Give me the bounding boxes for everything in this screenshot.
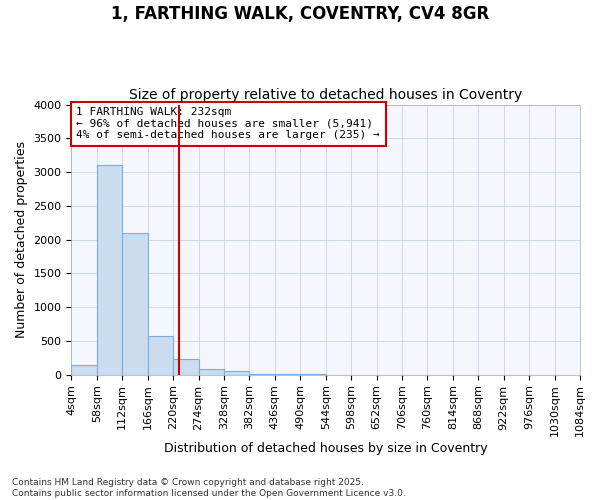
Bar (148, 336, 173, 374)
Text: 1 FARTHING WALK: 232sqm
← 96% of detached houses are smaller (5,941)
4% of semi-: 1 FARTHING WALK: 232sqm ← 96% of detache… (76, 108, 380, 140)
X-axis label: Distribution of detached houses by size in Coventry: Distribution of detached houses by size … (164, 442, 488, 455)
Bar (97, 166, 122, 374)
Bar (224, 372, 250, 374)
Bar (173, 359, 199, 374)
Bar (71, 364, 97, 374)
Title: Size of property relative to detached houses in Coventry: Size of property relative to detached ho… (129, 88, 523, 102)
Bar (122, 233, 148, 374)
Text: Contains HM Land Registry data © Crown copyright and database right 2025.
Contai: Contains HM Land Registry data © Crown c… (12, 478, 406, 498)
Text: 1, FARTHING WALK, COVENTRY, CV4 8GR: 1, FARTHING WALK, COVENTRY, CV4 8GR (111, 5, 489, 23)
Bar (199, 370, 224, 374)
Y-axis label: Number of detached properties: Number of detached properties (15, 141, 28, 338)
